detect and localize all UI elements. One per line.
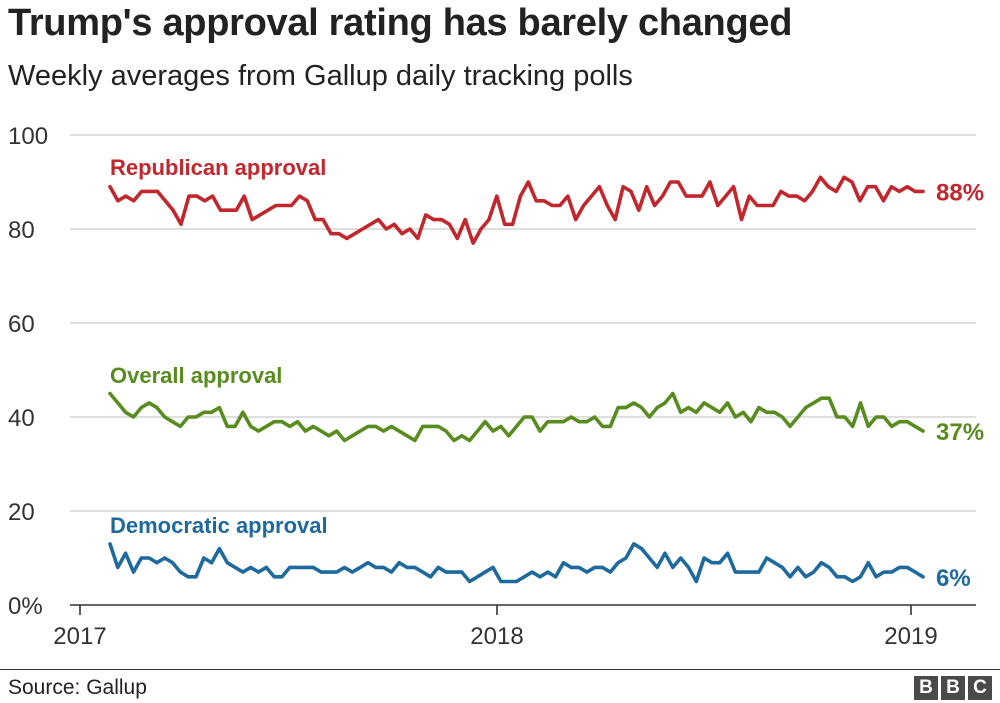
series-end-label: 88% [936,179,984,206]
y-axis: 0% 20 40 60 80 100 [8,123,48,620]
x-tick-label: 2018 [470,623,523,650]
chart-subtitle: Weekly averages from Gallup daily tracki… [8,60,633,92]
x-tick-label: 2017 [53,623,106,650]
x-axis: 2017 2018 2019 [53,604,976,650]
line-chart: 0% 20 40 60 80 100 2017 2018 2019 Republican ap… [8,123,984,650]
source-note: Source: Gallup [8,676,147,699]
series-line [108,542,925,584]
gridlines [70,134,976,512]
series-name-label: Overall approval [110,363,282,388]
series-group: Republican approval 88% Overall approval 37… [108,155,984,592]
series-end-label: 37% [936,419,984,446]
series-name-label: Democratic approval [110,513,328,538]
y-tick-label: 40 [8,405,35,432]
footer-divider [0,669,1000,670]
logo-letter: B [914,676,938,700]
logo-letter: B [941,676,965,700]
y-tick-label: 60 [8,311,35,338]
bbc-logo: B B C [914,676,992,700]
y-tick-label: 80 [8,217,35,244]
series-line [108,175,925,245]
y-tick-label: 100 [8,123,48,150]
y-tick-label: 0% [8,593,43,620]
series-name-label: Republican approval [110,155,326,180]
chart-title: Trump's approval rating has barely chang… [8,2,793,44]
series-end-label: 6% [936,565,971,592]
x-tick-label: 2019 [884,623,937,650]
logo-letter: C [968,676,992,700]
series-line [108,391,925,443]
y-tick-label: 20 [8,499,35,526]
